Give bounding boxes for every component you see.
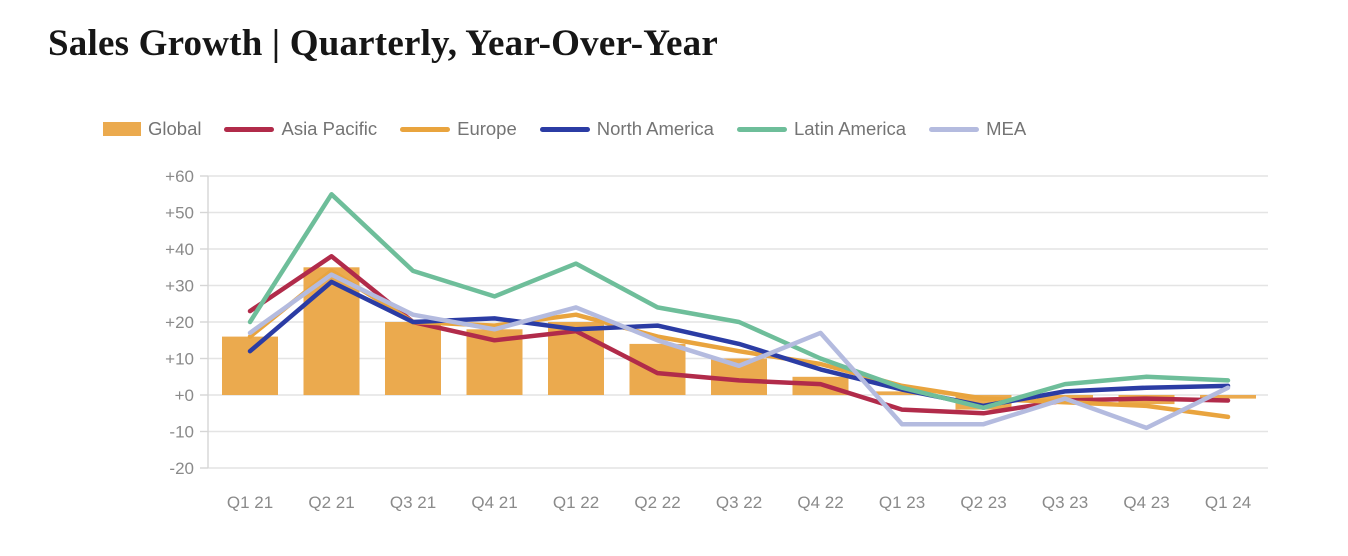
page-title: Sales Growth | Quarterly, Year-Over-Year [48,23,718,64]
x-tick-label: Q3 21 [390,493,436,512]
legend-label: Latin America [793,118,907,139]
x-tick-label: Q3 22 [716,493,762,512]
legend-swatch-latin-america-icon [736,126,787,132]
bar-global-q3-21 [385,322,441,395]
x-tick-label: Q1 21 [227,493,273,512]
legend-item-north-america[interactable]: North America [539,118,714,140]
legend-label: Europe [457,118,517,139]
y-tick-label: -20 [169,459,194,478]
line-mea [247,272,1231,431]
x-axis-labels: Q1 21 Q2 21 Q3 21 Q4 21 Q1 22 Q2 22 Q3 22 Q4 22… [227,493,1251,512]
legend-item-europe[interactable]: Europe [400,118,517,140]
x-tick-label: Q2 21 [308,493,354,512]
x-tick-label: Q1 24 [1205,493,1251,512]
legend-label: North America [596,118,714,139]
legend-label: MEA [986,118,1027,139]
legend-swatch-asia-pacific-icon [224,126,275,132]
y-tick-label: +30 [165,277,194,296]
legend-swatch-europe-icon [400,126,451,132]
y-tick-label: +0 [175,386,194,405]
bar-global-q2-22 [629,343,686,395]
line-north-america [247,279,1231,409]
legend-swatch-global-icon [103,122,141,136]
x-tick-label: Q2 22 [634,493,680,512]
x-tick-label: Q4 22 [797,493,843,512]
y-tick-label: +40 [165,240,194,259]
legend-label: Asia Pacific [281,118,378,139]
x-tick-label: Q1 23 [879,493,925,512]
bar-global-q1-24 [1200,395,1256,399]
y-tick-label: +50 [165,204,194,223]
y-axis-labels: +60 +50 +40 +30 +20 +10 +0 -10 -20 [165,167,194,478]
x-tick-label: Q4 21 [471,493,517,512]
bar-global-q1-21 [222,336,278,395]
legend-item-asia-pacific[interactable]: Asia Pacific [224,118,377,140]
x-tick-label: Q4 23 [1123,493,1169,512]
x-tick-label: Q2 23 [960,493,1006,512]
chart-legend: Global Asia Pacific Europe North America Lat… [103,116,1026,142]
legend-item-global[interactable]: Global [103,118,201,140]
y-tick-label: +60 [165,167,194,186]
legend-item-latin-america[interactable]: Latin America [736,118,907,140]
bar-global-q1-23 [874,391,930,395]
legend-swatch-mea-icon [929,126,980,132]
legend-label: Global [148,118,202,139]
legend-item-mea[interactable]: MEA [929,118,1026,140]
x-tick-label: Q3 23 [1042,493,1088,512]
y-tick-label: -10 [169,423,194,442]
line-latin-america [247,192,1231,411]
y-tick-label: +10 [165,350,194,369]
y-tick-label: +20 [165,313,194,332]
legend-swatch-north-america-icon [539,126,590,132]
x-tick-label: Q1 22 [553,493,599,512]
